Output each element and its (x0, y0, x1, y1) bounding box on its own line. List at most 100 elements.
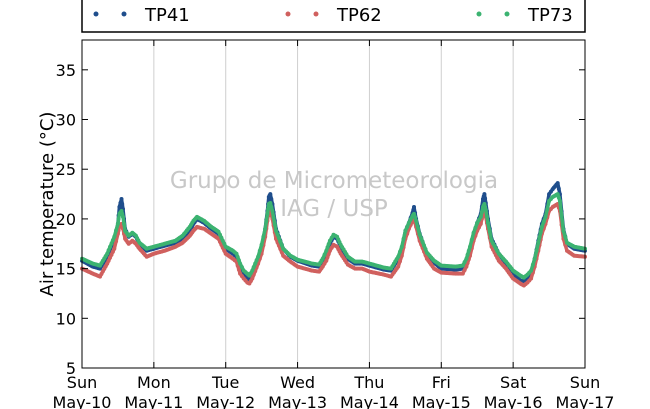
plot-frame (81, 39, 586, 369)
data-point (405, 224, 410, 229)
data-point (486, 220, 490, 225)
data-point (120, 202, 125, 206)
data-point (399, 253, 404, 258)
data-point (543, 214, 548, 219)
legend-label-tp41: TP41 (144, 5, 190, 26)
data-point (279, 250, 284, 255)
x-tick-label-day: Sun (570, 373, 600, 392)
x-tick-label-day: Sat (500, 373, 526, 392)
x-tick-label-day: Tue (211, 373, 239, 392)
legend-marker-tp41 (121, 11, 127, 17)
data-point (557, 199, 562, 203)
data-point (473, 225, 478, 230)
data-point (120, 211, 125, 216)
data-point (271, 215, 276, 220)
data-point (272, 222, 277, 227)
data-point (268, 192, 273, 197)
data-point (236, 267, 241, 272)
data-point (122, 221, 126, 226)
data-point (114, 228, 119, 233)
data-point (110, 249, 115, 254)
data-point (468, 244, 472, 249)
data-point (106, 248, 111, 253)
data-point (483, 205, 488, 209)
x-axis: SunMay-10MonMay-11TueMay-12WedMay-13ThuM… (53, 40, 615, 409)
data-point (469, 237, 474, 242)
data-point (268, 201, 273, 205)
data-point (422, 243, 426, 248)
legend-label-tp62: TP62 (336, 5, 382, 26)
x-tick-label-day: Mon (137, 373, 171, 392)
series-layer (80, 181, 587, 288)
data-point (420, 240, 425, 244)
data-point (466, 248, 471, 253)
data-point (398, 249, 402, 254)
legend-marker-tp41 (93, 11, 99, 17)
data-point (399, 244, 404, 249)
data-point (264, 219, 269, 224)
data-point (482, 192, 487, 197)
data-point (487, 229, 492, 234)
data-point (413, 215, 418, 220)
data-point (112, 246, 117, 251)
data-point (423, 247, 428, 252)
data-point (325, 255, 330, 260)
data-point (110, 238, 115, 243)
data-point (115, 221, 120, 226)
data-point (539, 224, 544, 229)
data-point (471, 230, 476, 235)
data-point (250, 276, 255, 281)
y-tick-label: 15 (56, 260, 76, 279)
data-point (419, 236, 424, 241)
data-point (320, 256, 325, 261)
legend-marker-tp62 (313, 11, 319, 17)
data-point (265, 211, 270, 216)
x-tick-label-day: Wed (280, 373, 315, 392)
data-point (238, 261, 243, 266)
data-point (259, 242, 264, 247)
data-point (234, 251, 239, 256)
data-point (556, 195, 561, 200)
x-tick-label-date: May-16 (484, 393, 543, 409)
x-tick-label-day: Thu (353, 373, 384, 392)
data-point (278, 239, 283, 244)
data-point (478, 214, 483, 219)
x-tick-label-date: May-17 (556, 393, 615, 409)
data-point (269, 197, 274, 201)
data-point (464, 264, 469, 269)
data-point (250, 268, 255, 273)
x-tick-label-date: May-11 (124, 393, 183, 409)
series-tp73 (80, 192, 587, 280)
data-point (322, 252, 327, 257)
data-point (109, 252, 114, 257)
data-point (324, 248, 329, 253)
x-tick-label-date: May-15 (412, 393, 471, 409)
watermark: Grupo de Micrometeorologia IAG / USP (170, 168, 498, 222)
y-tick-label: 35 (56, 61, 76, 80)
data-point (329, 235, 334, 240)
y-tick-label: 25 (56, 160, 76, 179)
data-point (320, 264, 325, 269)
data-point (325, 245, 330, 250)
data-point (555, 192, 560, 197)
data-point (412, 205, 416, 209)
data-point (465, 252, 470, 257)
data-point (235, 255, 240, 259)
data-point (239, 265, 244, 270)
data-point (398, 259, 402, 264)
data-point (536, 240, 541, 245)
gridlines (153, 40, 514, 368)
data-point (327, 248, 332, 253)
y-tick-label: 30 (56, 111, 76, 130)
data-point (477, 217, 481, 222)
data-point (411, 208, 416, 212)
legend-item-tp62: TP62 (285, 5, 382, 26)
x-tick-label-date: May-14 (340, 393, 399, 409)
data-point (117, 205, 122, 209)
y-axis: 5 10 15 20 25 30 35 (56, 61, 585, 378)
data-point (257, 248, 262, 253)
data-point (105, 251, 110, 256)
data-point (537, 235, 542, 240)
data-point (534, 248, 539, 253)
